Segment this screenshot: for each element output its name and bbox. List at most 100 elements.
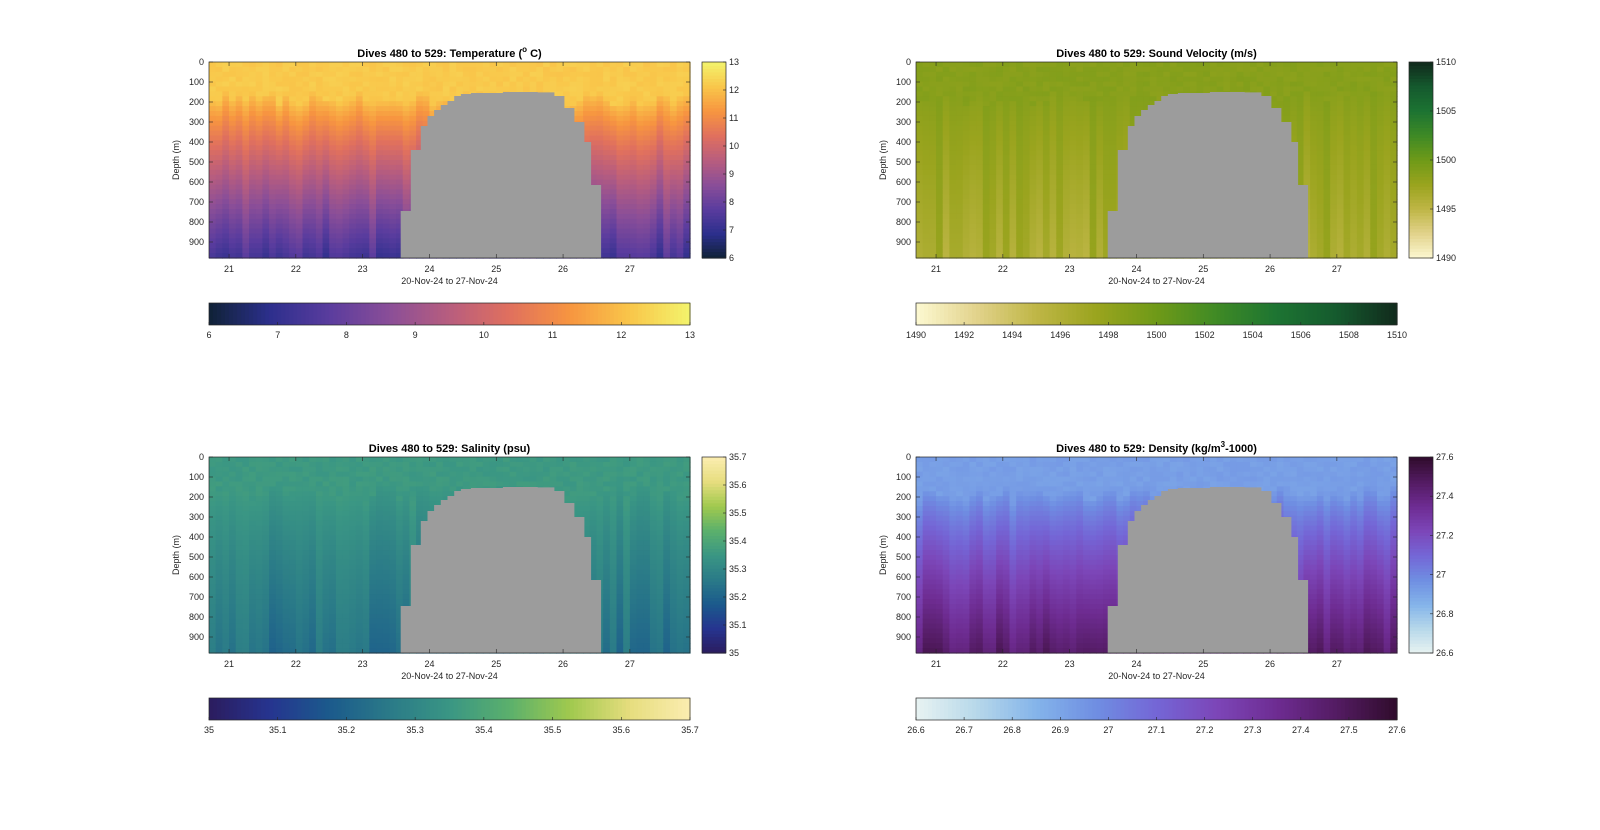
heatmap-cell (389, 62, 397, 68)
heatmap-cell (1109, 62, 1118, 68)
heatmap-cell (235, 120, 243, 127)
heatmap-cell (989, 86, 997, 92)
heatmap-cell (603, 106, 611, 112)
heatmap-cell (376, 81, 384, 88)
heatmap-cell (342, 111, 350, 117)
colorbar-swatch (521, 303, 527, 325)
heatmap-cell (1009, 218, 1017, 225)
heatmap-cell (676, 91, 684, 97)
heatmap-cell (629, 66, 638, 73)
heatmap-cell (916, 96, 924, 102)
heatmap-cell (229, 155, 237, 161)
heatmap-cell (629, 106, 638, 112)
heatmap-cell (295, 243, 304, 249)
heatmap-cell (209, 101, 217, 107)
heatmap-cell (969, 76, 977, 83)
heatmap-cell (456, 71, 464, 78)
heatmap-cell (929, 81, 937, 88)
heatmap-cell (322, 140, 330, 146)
heatmap-cell (1002, 174, 1011, 181)
heatmap-cell (269, 228, 277, 235)
heatmap-cell (242, 228, 250, 235)
heatmap-cell (683, 243, 691, 249)
heatmap-cell (683, 164, 691, 171)
heatmap-cell (922, 86, 930, 92)
heatmap-cell (616, 91, 624, 97)
heatmap-cell (942, 135, 950, 141)
heatmap-cell (1089, 71, 1097, 78)
heatmap-cell (643, 164, 651, 171)
heatmap-cell (1049, 213, 1057, 220)
heatmap-cell (589, 81, 598, 88)
heatmap-cell (235, 179, 243, 186)
heatmap-cell (309, 125, 317, 132)
heatmap-cell (436, 62, 444, 68)
heatmap-cell (623, 228, 631, 235)
heatmap-cell (335, 155, 344, 161)
heatmap-cell (335, 71, 344, 78)
heatmap-cell (1022, 135, 1031, 141)
heatmap-cell (1189, 86, 1198, 92)
heatmap-cell (649, 228, 658, 235)
heatmap-cell (315, 179, 324, 186)
heatmap-cell (329, 213, 337, 220)
heatmap-cell (322, 120, 330, 127)
heatmap-cell (289, 81, 297, 88)
heatmap-cell (389, 71, 397, 78)
heatmap-cell (669, 218, 678, 225)
colorbar-swatch (461, 303, 467, 325)
heatmap-cell (989, 248, 997, 254)
heatmap-cell (1002, 218, 1011, 225)
heatmap-cell (616, 120, 624, 127)
heatmap-cell (629, 130, 638, 137)
heatmap-cell (389, 130, 397, 137)
heatmap-cell (436, 71, 444, 78)
heatmap-cell (663, 253, 671, 259)
heatmap-cell (929, 213, 937, 220)
heatmap-cell (969, 179, 977, 186)
heatmap-cell (649, 140, 658, 146)
heatmap-cell (215, 76, 223, 83)
heatmap-cell (315, 243, 324, 249)
heatmap-cell (275, 204, 284, 210)
heatmap-cell (956, 223, 964, 230)
colorbar-swatch (357, 303, 362, 325)
colorbar-swatch (209, 303, 214, 325)
chart-title: Dives 480 to 529: Temperature (o C) (357, 45, 542, 60)
heatmap-cell (1042, 209, 1051, 215)
colorbar-swatch (702, 186, 726, 190)
heatmap-cell (956, 204, 964, 210)
heatmap-cell (282, 194, 290, 200)
heatmap-cell (342, 130, 350, 137)
heatmap-cell (922, 111, 930, 117)
heatmap-cell (609, 140, 618, 146)
heatmap-cell (309, 66, 317, 73)
heatmap-cell (1009, 111, 1017, 117)
heatmap-cell (362, 125, 370, 132)
heatmap-cell (222, 150, 230, 156)
heatmap-cell (1089, 91, 1097, 97)
heatmap-cell (1156, 96, 1164, 102)
heatmap-cell (616, 130, 624, 137)
heatmap-cell (942, 174, 950, 181)
heatmap-cell (1089, 130, 1097, 137)
heatmap-cell (342, 91, 350, 97)
heatmap-cell (969, 160, 977, 166)
heatmap-cell (676, 179, 684, 186)
heatmap-cell (1002, 243, 1011, 249)
heatmap-cell (396, 140, 404, 146)
heatmap-cell (335, 76, 344, 83)
heatmap-cell (1062, 106, 1071, 112)
heatmap-cell (1036, 204, 1044, 210)
heatmap-cell (275, 184, 284, 190)
heatmap-cell (235, 218, 243, 225)
heatmap-cell (309, 86, 317, 92)
heatmap-cell (1076, 213, 1084, 220)
heatmap-cell (669, 194, 678, 200)
heatmap-cell (235, 160, 243, 166)
y-tick-label: 600 (189, 177, 204, 187)
heatmap-cell (1209, 62, 1218, 68)
heatmap-cell (976, 199, 984, 205)
heatmap-cell (249, 111, 257, 117)
heatmap-cell (1056, 209, 1064, 215)
